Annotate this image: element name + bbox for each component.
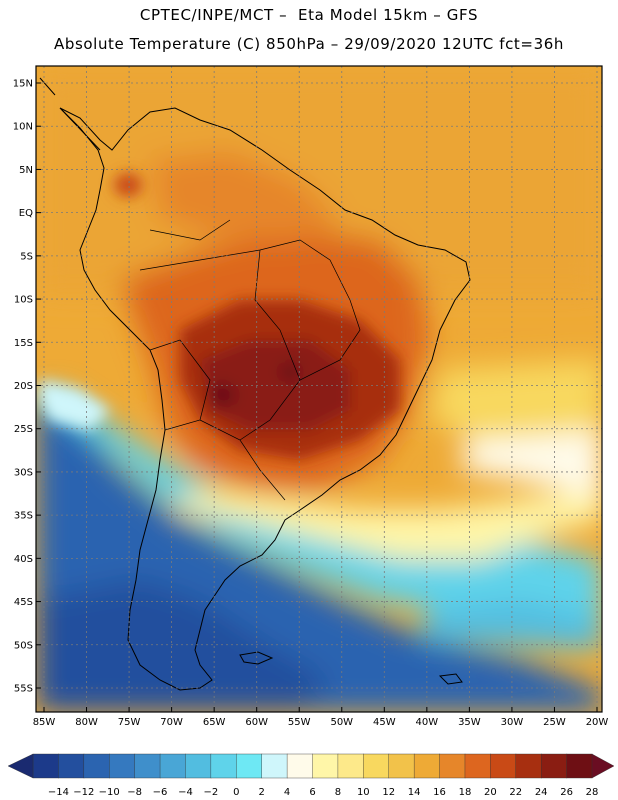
lat-label: 25S bbox=[14, 424, 33, 435]
lat-lon-grid bbox=[36, 66, 602, 712]
lat-label: 10S bbox=[14, 295, 33, 306]
colorbar-label: −10 bbox=[99, 787, 120, 798]
lat-label: 30S bbox=[14, 467, 33, 478]
lon-label: 40W bbox=[416, 717, 439, 728]
colorbar-swatch bbox=[286, 753, 314, 779]
colorbar-label: 4 bbox=[284, 787, 290, 798]
lat-label: 45S bbox=[14, 597, 33, 608]
temperature-field bbox=[36, 66, 602, 712]
lon-label: 80W bbox=[75, 717, 98, 728]
colorbar-swatch bbox=[185, 753, 212, 779]
lon-label: 45W bbox=[373, 717, 396, 728]
country-borders bbox=[139, 219, 361, 501]
map-title-line-2: Absolute Temperature (C) 850hPa – 29/09/… bbox=[54, 35, 564, 53]
colorbar-swatch bbox=[515, 753, 542, 779]
colorbar-swatch bbox=[58, 753, 85, 779]
colorbar-label: −14 bbox=[48, 787, 69, 798]
colorbar-label: 18 bbox=[459, 787, 472, 798]
colorbar-label: 24 bbox=[535, 787, 548, 798]
colorbar-swatch bbox=[388, 753, 415, 779]
colorbar-label: 28 bbox=[586, 787, 599, 798]
colorbar-low-arrow bbox=[7, 753, 34, 779]
colorbar-swatch bbox=[109, 753, 136, 779]
lon-label: 25W bbox=[543, 717, 566, 728]
colorbar-swatch bbox=[490, 753, 517, 779]
colorbar-swatch bbox=[566, 753, 593, 779]
lat-label: 15S bbox=[14, 338, 33, 349]
colorbar-label: 2 bbox=[258, 787, 264, 798]
colorbar-label: 16 bbox=[433, 787, 446, 798]
lon-label: 50W bbox=[330, 717, 353, 728]
lon-label: 30W bbox=[501, 717, 524, 728]
colorbar-label: 14 bbox=[408, 787, 421, 798]
colorbar-label: −12 bbox=[73, 787, 94, 798]
colorbar-label: 26 bbox=[560, 787, 573, 798]
colorbar-swatch bbox=[261, 753, 288, 779]
colorbar-swatch bbox=[134, 753, 161, 779]
lat-label: 15N bbox=[13, 79, 33, 90]
lon-label: 20W bbox=[586, 717, 609, 728]
lon-label: 85W bbox=[33, 717, 56, 728]
lon-label: 55W bbox=[288, 717, 311, 728]
lon-label: 75W bbox=[118, 717, 141, 728]
map-frame bbox=[35, 65, 603, 713]
colorbar-swatch bbox=[540, 753, 568, 779]
lat-label: 5N bbox=[19, 165, 33, 176]
lat-label: 55S bbox=[14, 684, 33, 695]
colorbar-label: 12 bbox=[382, 787, 395, 798]
lat-label: EQ bbox=[19, 208, 33, 219]
colorbar-label: −6 bbox=[153, 787, 168, 798]
colorbar-swatch bbox=[83, 753, 110, 779]
colorbar-swatch bbox=[464, 753, 491, 779]
coastline bbox=[39, 77, 471, 691]
colorbar-label: 22 bbox=[509, 787, 522, 798]
colorbar-label: 6 bbox=[309, 787, 315, 798]
colorbar-swatch bbox=[439, 753, 466, 779]
lon-label: 35W bbox=[458, 717, 481, 728]
colorbar bbox=[7, 753, 615, 779]
colorbar-label: 8 bbox=[335, 787, 341, 798]
colorbar-label: −4 bbox=[178, 787, 193, 798]
lat-label: 5S bbox=[20, 251, 33, 262]
colorbar-swatch bbox=[210, 753, 237, 779]
colorbar-swatch bbox=[236, 753, 263, 779]
colorbar-swatch bbox=[413, 753, 441, 779]
colorbar-swatch bbox=[32, 753, 59, 779]
colorbar-label: 10 bbox=[357, 787, 370, 798]
colorbar-swatch bbox=[363, 753, 390, 779]
lat-label: 10N bbox=[13, 122, 33, 133]
colorbar-swatch bbox=[312, 753, 339, 779]
lat-label: 20S bbox=[14, 381, 33, 392]
lat-label: 40S bbox=[14, 554, 33, 565]
lon-label: 60W bbox=[245, 717, 268, 728]
colorbar-label: 0 bbox=[233, 787, 239, 798]
colorbar-high-arrow bbox=[591, 753, 615, 779]
colorbar-label: −8 bbox=[127, 787, 142, 798]
lat-label: 50S bbox=[14, 640, 33, 651]
lat-label: 35S bbox=[14, 511, 33, 522]
colorbar-label: 20 bbox=[484, 787, 497, 798]
map-title-line-1: CPTEC/INPE/MCT – Eta Model 15km – GFS bbox=[139, 6, 479, 24]
colorbar-label: −2 bbox=[203, 787, 218, 798]
colorbar-swatch bbox=[337, 753, 364, 779]
colorbar-swatch bbox=[159, 753, 186, 779]
lon-label: 70W bbox=[160, 717, 183, 728]
lon-label: 65W bbox=[203, 717, 226, 728]
